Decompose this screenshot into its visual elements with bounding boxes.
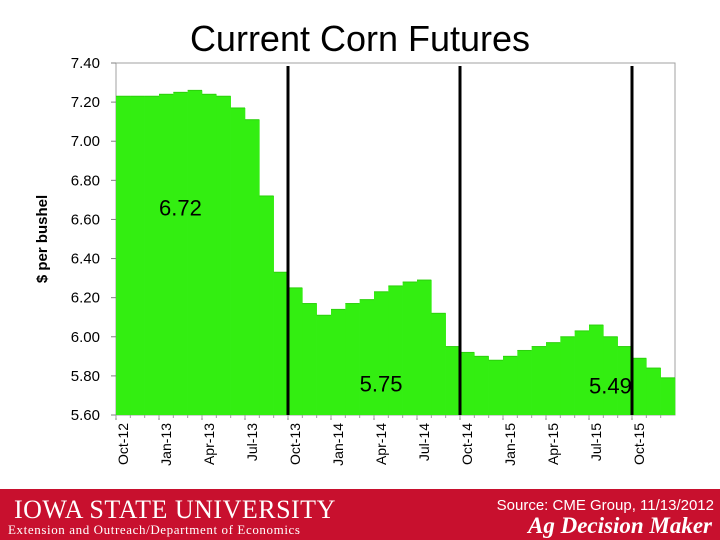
brand-text: Ag Decision Maker <box>528 513 712 538</box>
price-annotation: 5.75 <box>360 372 403 397</box>
x-tick-label: Jul-15 <box>588 423 604 461</box>
x-tick-label: Jan-14 <box>330 423 346 466</box>
bar <box>531 346 547 415</box>
x-tick-label: Oct-12 <box>115 423 131 465</box>
bar <box>560 336 575 415</box>
y-tick-label: 6.20 <box>71 290 100 307</box>
bar <box>202 94 217 416</box>
y-tick-label: 7.00 <box>71 133 100 150</box>
bar <box>474 356 489 415</box>
bar <box>302 303 317 415</box>
bar <box>187 90 203 415</box>
y-tick-label: 6.40 <box>71 251 100 268</box>
bar <box>173 92 188 415</box>
bar <box>388 285 403 415</box>
price-annotation: 6.72 <box>159 196 202 221</box>
bar <box>331 309 346 415</box>
bar <box>517 350 532 415</box>
x-tick-label: Jan-13 <box>158 423 174 466</box>
corn-futures-chart: 7.40 7.20 7.00 6.80 6.60 6.40 6.20 6.00 5.80 5.60… <box>34 55 676 466</box>
y-tick-label: 6.80 <box>71 172 100 189</box>
bar <box>288 287 303 415</box>
y-tick-label: 7.20 <box>71 94 100 111</box>
bar <box>603 336 618 415</box>
bar <box>417 280 432 415</box>
bar <box>503 356 518 415</box>
x-tick-label: Jul-13 <box>244 423 260 461</box>
bar <box>144 96 160 415</box>
bar <box>316 315 332 415</box>
price-annotation: 5.49 <box>589 373 632 398</box>
x-tick-label: Apr-15 <box>545 423 561 465</box>
bar <box>245 119 260 415</box>
y-tick-label: 5.80 <box>71 368 100 385</box>
chart-title: Current Corn Futures <box>189 18 531 59</box>
bar <box>646 368 661 415</box>
bar <box>589 325 604 415</box>
bar <box>574 330 590 415</box>
bar <box>402 282 418 415</box>
y-tick-label: 7.40 <box>71 55 100 72</box>
bar <box>259 195 274 415</box>
bar <box>273 272 289 415</box>
y-tick-label: 6.60 <box>71 211 100 228</box>
department-text: Extension and Outreach/Department of Eco… <box>8 522 301 537</box>
x-tick-label: Oct-14 <box>459 423 475 465</box>
bar <box>216 96 231 415</box>
y-tick-label: 6.00 <box>71 329 100 346</box>
bar <box>617 346 633 415</box>
bar <box>159 94 174 416</box>
bar <box>546 342 561 415</box>
y-tick-label: 5.60 <box>71 407 100 424</box>
bar <box>460 352 475 415</box>
y-axis-label: $ per bushel <box>34 195 51 283</box>
source-citation: Source: CME Group, 11/13/2012 <box>496 497 714 514</box>
bar <box>345 303 360 415</box>
x-tick-label: Jul-14 <box>416 423 432 461</box>
x-tick-label: Oct-15 <box>631 423 647 465</box>
bar <box>374 291 389 415</box>
bar <box>445 346 461 415</box>
university-logo-text: IOWA STATE UNIVERSITY <box>14 495 336 524</box>
bar <box>488 360 504 415</box>
bar <box>359 299 375 415</box>
bar <box>116 96 131 415</box>
bar <box>660 377 676 415</box>
x-tick-label: Apr-14 <box>373 423 389 465</box>
bar <box>130 96 145 415</box>
footer-bar <box>0 489 720 540</box>
bar <box>632 358 647 415</box>
x-tick-label: Jan-15 <box>502 423 518 466</box>
bar <box>230 107 246 415</box>
bar <box>431 313 446 415</box>
x-tick-label: Oct-13 <box>287 423 303 465</box>
x-tick-label: Apr-13 <box>201 423 217 465</box>
